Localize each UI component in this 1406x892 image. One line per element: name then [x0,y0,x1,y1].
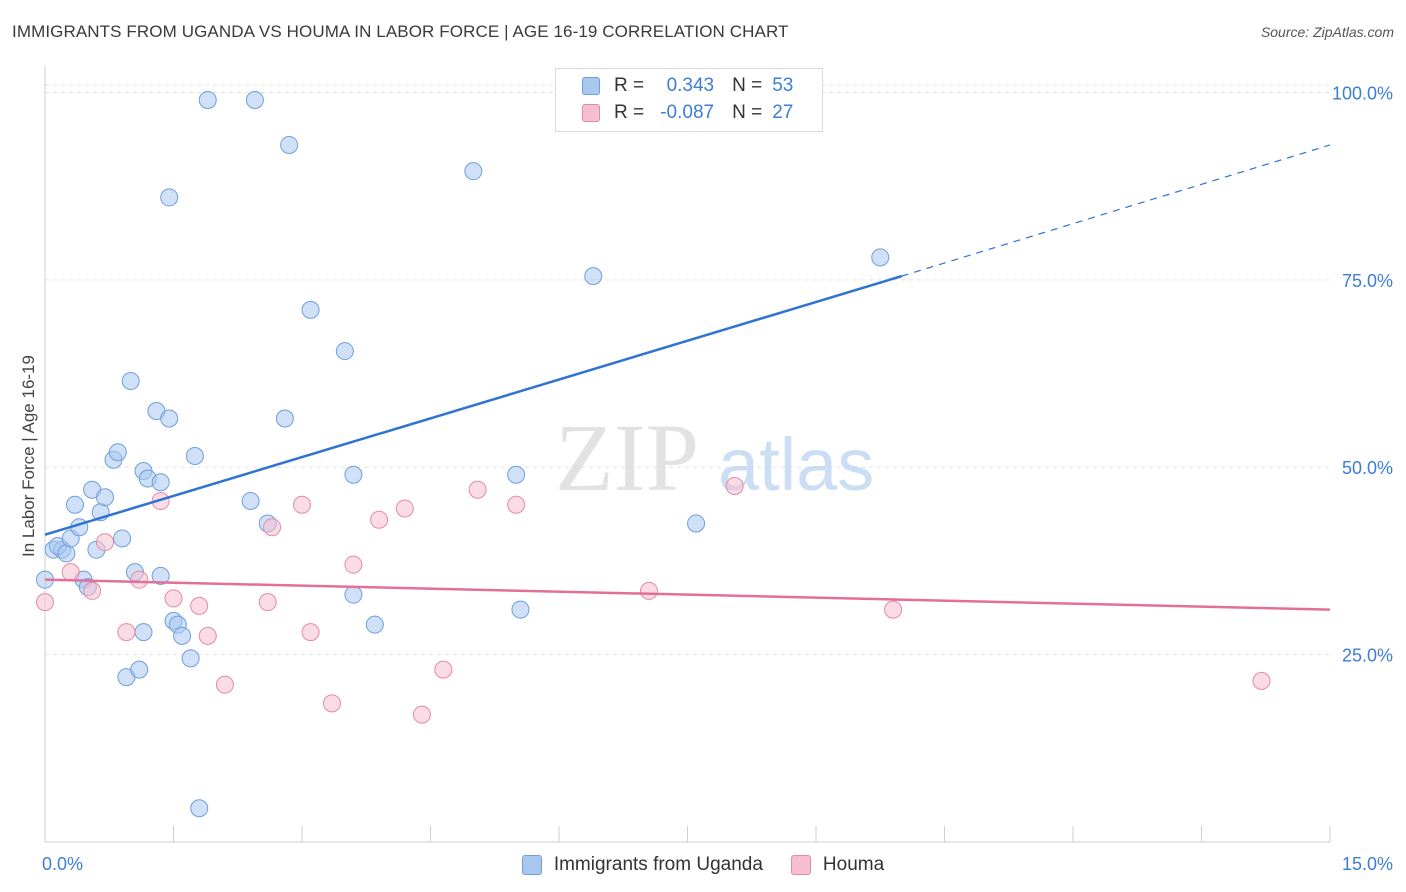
data-point-houma [215,675,234,694]
data-point-uganda [344,465,363,484]
data-point-houma [1252,671,1271,690]
chart-title: IMMIGRANTS FROM UGANDA VS HOUMA IN LABOR… [12,22,789,41]
data-point-houma [258,593,277,612]
legend-n-label: N = [732,75,763,96]
data-point-uganda [65,495,84,514]
data-point-houma [395,499,414,518]
data-point-uganda [507,465,526,484]
data-point-uganda [121,372,140,391]
data-point-houma [322,694,341,713]
trend-line-uganda-extension [901,144,1331,277]
y-tick-label: 50.0% [1342,458,1393,478]
series-swatch-houma [790,855,811,875]
watermark-atlas: atlas [718,423,874,506]
stats-legend-row-uganda: R = 0.343 N = 53 [582,74,793,98]
y-axis-label: In Labor Force | Age 16-19 [19,355,38,557]
data-point-uganda [160,188,179,207]
x-tick-label: 15.0% [1342,854,1393,874]
data-point-houma [884,600,903,619]
data-point-houma [61,563,80,582]
data-point-houma [507,495,526,514]
legend-n-value-houma: 27 [772,102,794,123]
data-point-uganda [151,473,170,492]
data-point-uganda [301,300,320,319]
data-point-uganda [365,615,384,634]
data-point-uganda [335,342,354,361]
labels-layer: 25.0% 50.0% 75.0% 100.0% 0.0% 15.0% In Labor F… [19,83,1393,874]
legend-swatch-houma [582,104,600,122]
series-name-houma: Houma [822,854,885,875]
y-tick-label: 25.0% [1342,646,1393,666]
y-tick-label: 75.0% [1342,271,1393,291]
points-layer [36,90,1271,818]
data-point-uganda [241,491,260,510]
data-point-uganda [108,443,127,462]
series-legend-item-houma: Houma [790,854,885,876]
legend-r-label: R = [614,75,645,96]
data-point-houma [263,518,282,537]
trend-line-houma [44,578,1331,611]
data-point-houma [344,555,363,574]
axes-layer [44,66,1331,843]
watermark-zip: ZIP [555,404,699,511]
legend-r-value-houma: -0.087 [660,102,715,123]
data-point-uganda [198,90,217,109]
chart-source: Source: ZipAtlas.com [1260,24,1394,40]
data-point-uganda [871,248,890,267]
data-point-houma [36,593,54,612]
data-point-houma [412,705,431,724]
watermark: ZIP atlas [555,404,874,511]
data-point-uganda [185,447,204,465]
data-point-uganda [113,529,132,548]
data-point-houma [725,476,744,495]
data-point-houma [468,480,487,499]
legend-r-label: R = [614,102,645,123]
data-point-houma [370,510,389,529]
series-legend-item-uganda: Immigrants from Uganda [521,854,763,876]
data-point-uganda [245,90,264,109]
series-swatch-uganda [521,855,542,875]
data-point-houma [301,623,320,642]
legend-swatch-uganda [582,77,600,95]
data-point-uganda [57,544,76,563]
data-point-houma [95,533,114,552]
data-point-uganda [687,514,706,533]
data-point-uganda [280,135,299,154]
data-point-houma [83,581,102,600]
data-point-uganda [190,799,209,818]
legend-r-value-uganda: 0.343 [666,75,715,96]
data-point-houma [190,596,209,615]
data-point-houma [434,660,453,679]
data-point-uganda [173,626,192,645]
data-point-uganda [130,660,149,679]
legend-n-label: N = [732,102,763,123]
stats-legend-row-houma: R = -0.087 N = 27 [582,101,793,125]
data-point-uganda [151,566,170,585]
data-point-uganda [344,585,363,604]
trend-line-uganda [44,274,903,536]
data-point-uganda [511,600,530,619]
data-point-uganda [160,409,179,428]
data-point-uganda [584,267,603,286]
grid-layer [45,84,1330,656]
stats-legend: R = 0.343 N = 53 R = -0.087 N = 27 [555,68,823,132]
data-point-uganda [95,488,114,507]
data-point-uganda [134,623,153,642]
series-legend: Immigrants from Uganda Houma [0,852,1406,878]
data-point-houma [117,623,136,642]
data-point-uganda [181,649,200,668]
y-tick-label: 100.0% [1332,83,1393,103]
data-point-uganda [275,409,294,428]
data-point-houma [130,570,149,589]
data-point-houma [198,626,217,645]
data-point-houma [293,495,311,514]
series-name-uganda: Immigrants from Uganda [553,854,763,875]
x-tick-label: 0.0% [42,854,83,874]
legend-n-value-uganda: 53 [772,75,794,96]
data-point-houma [639,581,658,600]
data-point-uganda [464,162,483,181]
data-point-houma [164,589,183,608]
trend-layer [44,144,1331,611]
